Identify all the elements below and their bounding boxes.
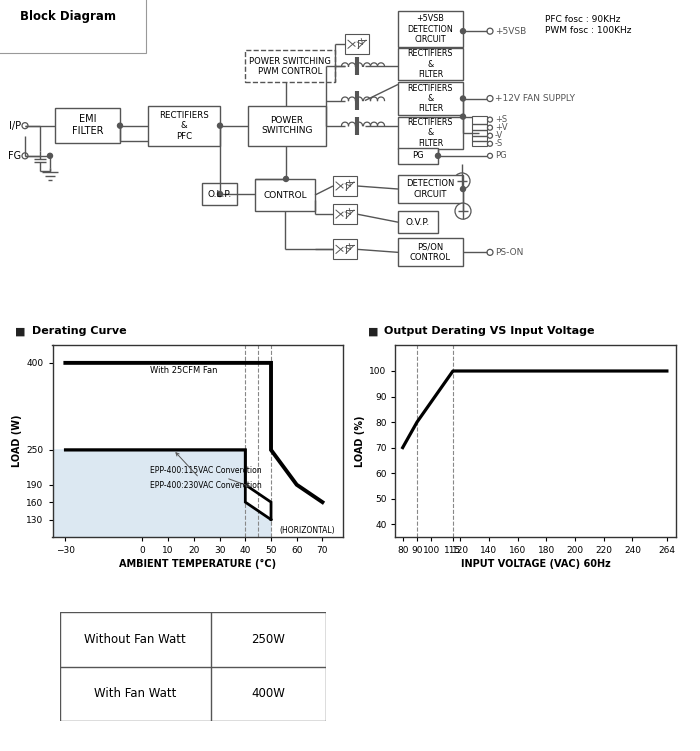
Text: PS/ON
CONTROL: PS/ON CONTROL — [410, 243, 451, 262]
Circle shape — [487, 153, 493, 158]
Text: ■: ■ — [15, 326, 26, 336]
Circle shape — [455, 203, 471, 219]
Bar — [333, 204, 357, 225]
Bar — [248, 106, 326, 146]
Text: +S: +S — [495, 115, 507, 124]
Text: (HORIZONTAL): (HORIZONTAL) — [280, 526, 335, 535]
Circle shape — [461, 114, 466, 119]
Y-axis label: LOAD (W): LOAD (W) — [12, 415, 22, 467]
Text: RECTIFIERS
&
FILTER: RECTIFIERS & FILTER — [407, 83, 454, 113]
Bar — [398, 238, 463, 267]
Circle shape — [487, 141, 493, 146]
Text: -V: -V — [495, 131, 503, 140]
Circle shape — [487, 133, 493, 138]
Text: EMI
FILTER: EMI FILTER — [71, 114, 104, 136]
Circle shape — [284, 176, 288, 182]
Circle shape — [487, 95, 493, 101]
Bar — [398, 11, 463, 47]
Bar — [398, 148, 438, 164]
Text: With 25CFM Fan: With 25CFM Fan — [150, 366, 218, 375]
Text: ■: ■ — [8, 12, 20, 25]
Bar — [345, 35, 369, 54]
Circle shape — [461, 186, 466, 192]
Text: ■: ■ — [368, 326, 378, 336]
Bar — [398, 48, 463, 80]
Circle shape — [487, 117, 493, 122]
Text: PWM fosc : 100KHz: PWM fosc : 100KHz — [545, 26, 631, 35]
Circle shape — [454, 173, 470, 189]
Bar — [398, 211, 438, 234]
Circle shape — [487, 28, 493, 35]
Text: PFC fosc : 90KHz: PFC fosc : 90KHz — [545, 15, 620, 24]
Text: With Fan Watt: With Fan Watt — [94, 687, 176, 700]
Text: DETECTION
CIRCUIT: DETECTION CIRCUIT — [406, 179, 455, 199]
Text: RECTIFIERS
&
FILTER: RECTIFIERS & FILTER — [407, 50, 454, 80]
Text: Without Fan Watt: Without Fan Watt — [85, 633, 186, 646]
Circle shape — [48, 153, 52, 158]
Text: RECTIFIERS
&
FILTER: RECTIFIERS & FILTER — [407, 118, 454, 148]
Text: 400W: 400W — [251, 687, 285, 700]
Circle shape — [487, 249, 493, 255]
Text: PG: PG — [412, 152, 423, 160]
Text: +5VSB: +5VSB — [495, 27, 526, 35]
Text: Block Diagram: Block Diagram — [20, 10, 116, 23]
Text: Derating Curve: Derating Curve — [32, 326, 126, 336]
Text: O.V.P.: O.V.P. — [406, 218, 430, 227]
Circle shape — [22, 122, 28, 128]
Text: +V: +V — [495, 123, 508, 132]
Bar — [472, 116, 487, 146]
Text: PG: PG — [495, 152, 507, 160]
Text: PS-ON: PS-ON — [495, 248, 524, 257]
Circle shape — [461, 96, 466, 101]
Text: O.L.P.: O.L.P. — [207, 189, 232, 198]
Text: +12V FAN SUPPLY: +12V FAN SUPPLY — [495, 94, 575, 103]
Bar — [333, 176, 357, 196]
Text: -S: -S — [495, 139, 503, 148]
Text: POWER SWITCHING
PWM CONTROL: POWER SWITCHING PWM CONTROL — [249, 56, 331, 76]
Circle shape — [22, 152, 28, 159]
X-axis label: INPUT VOLTAGE (VAC) 60Hz: INPUT VOLTAGE (VAC) 60Hz — [461, 559, 610, 569]
Circle shape — [487, 125, 493, 130]
Y-axis label: LOAD (%): LOAD (%) — [355, 415, 365, 467]
Circle shape — [218, 123, 223, 128]
Bar — [333, 240, 357, 259]
Bar — [398, 116, 463, 149]
Bar — [255, 179, 315, 211]
Circle shape — [118, 123, 122, 128]
X-axis label: AMBIENT TEMPERATURE (°C): AMBIENT TEMPERATURE (°C) — [119, 559, 276, 569]
Circle shape — [435, 153, 440, 158]
Circle shape — [218, 192, 223, 197]
Text: CONTROL: CONTROL — [263, 191, 307, 200]
Circle shape — [461, 29, 466, 34]
Text: EPP-400:115VAC Converction: EPP-400:115VAC Converction — [150, 466, 262, 487]
Text: RECTIFIERS
&
PFC: RECTIFIERS & PFC — [159, 110, 209, 140]
Bar — [398, 175, 463, 203]
Bar — [202, 183, 237, 205]
Text: +5VSB
DETECTION
CIRCUIT: +5VSB DETECTION CIRCUIT — [407, 14, 454, 44]
Polygon shape — [52, 450, 271, 537]
Text: POWER
SWITCHING: POWER SWITCHING — [261, 116, 313, 135]
Bar — [398, 83, 463, 115]
Text: Output Derating VS Input Voltage: Output Derating VS Input Voltage — [384, 326, 594, 336]
Bar — [148, 106, 220, 146]
Bar — [245, 50, 335, 83]
Text: 250W: 250W — [251, 633, 285, 646]
Text: FG: FG — [8, 151, 22, 161]
Bar — [55, 107, 120, 143]
Text: EPP-400:230VAC Converction: EPP-400:230VAC Converction — [150, 453, 262, 490]
Text: I/P: I/P — [9, 121, 21, 131]
